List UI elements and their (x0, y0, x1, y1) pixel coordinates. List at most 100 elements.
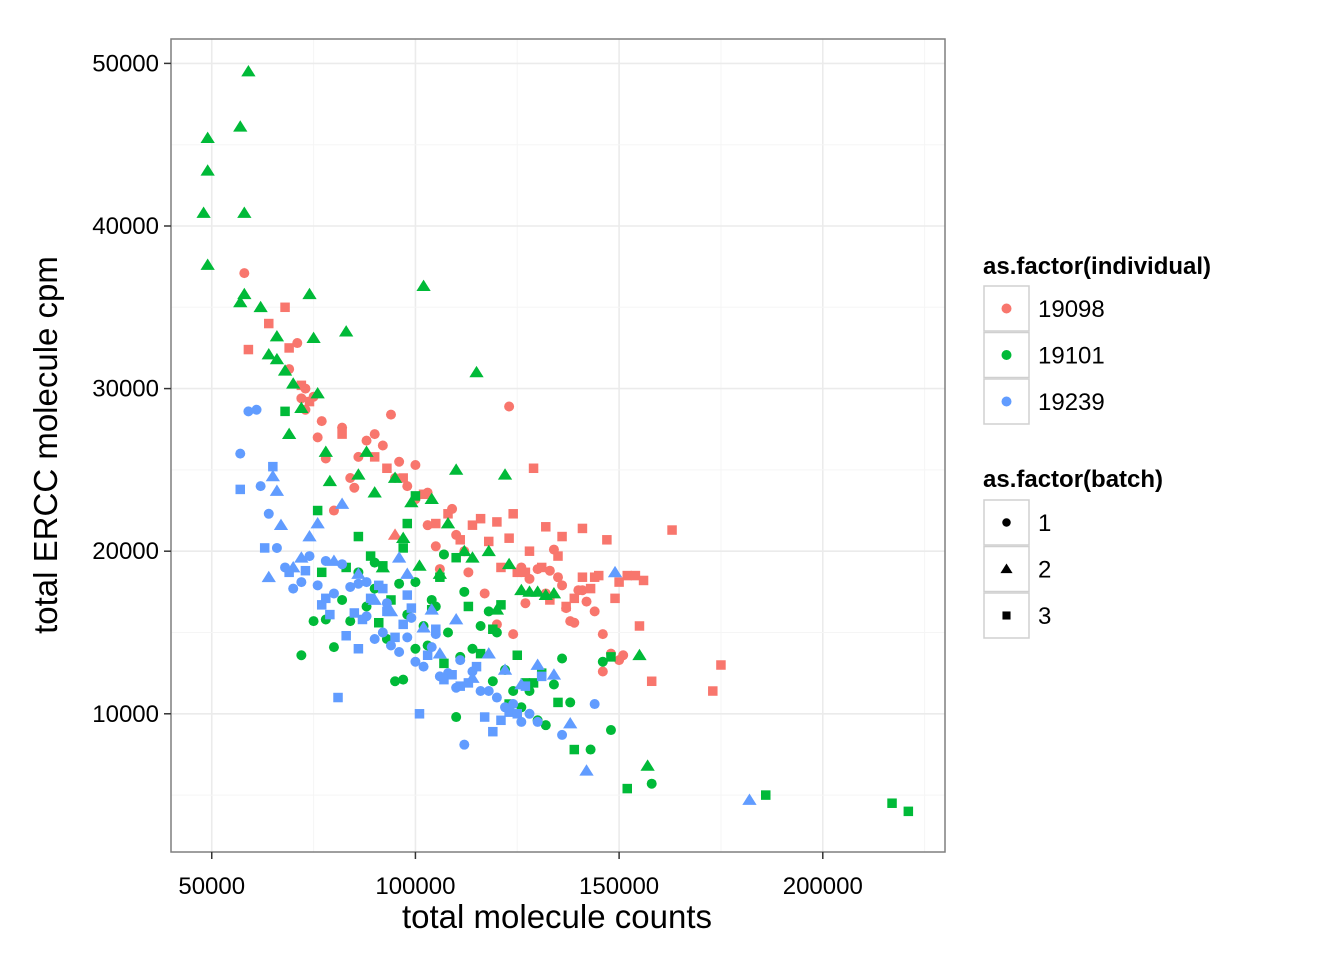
point-19239-batch3 (300, 565, 311, 576)
point-19098-batch3 (577, 572, 588, 582)
point-19101-batch3 (316, 567, 327, 578)
legend-color-swatch (1001, 350, 1012, 360)
point-19239-batch1 (337, 559, 348, 570)
legend-individual-label: 19098 (1038, 296, 1105, 323)
point-19101-batch2 (469, 365, 484, 378)
point-19239-batch3 (406, 603, 417, 613)
point-19101-batch1 (548, 679, 559, 690)
point-19101-batch3 (365, 551, 376, 561)
legend-key-box (983, 499, 1030, 546)
point-19101-batch2 (424, 492, 439, 505)
point-19239-batch2 (334, 497, 350, 509)
point-19239-batch1 (304, 551, 315, 562)
point-19239-batch3 (479, 712, 490, 722)
legend-batch-item: 1 (983, 499, 1051, 546)
point-19239-batch2 (579, 764, 594, 776)
data-points (196, 65, 914, 817)
point-19101-batch3 (496, 600, 506, 610)
point-19239-batch1 (459, 739, 470, 750)
point-19098-batch2 (387, 528, 403, 540)
point-19239-batch1 (288, 583, 299, 594)
point-19101-batch3 (463, 601, 474, 612)
point-19101-batch2 (306, 331, 321, 344)
point-19101-batch1 (296, 650, 307, 661)
grid (171, 39, 945, 852)
point-19239-batch2 (424, 603, 439, 615)
point-19101-batch3 (903, 806, 914, 817)
point-19101-batch1 (394, 578, 405, 589)
point-19101-batch2 (281, 427, 297, 439)
point-19098-batch1 (544, 565, 555, 576)
point-19101-batch3 (488, 624, 498, 634)
point-19098-batch3 (602, 535, 612, 545)
point-19239-batch3 (447, 670, 457, 680)
point-19098-batch3 (431, 518, 441, 529)
point-19239-batch2 (742, 793, 757, 805)
point-19098-batch3 (577, 523, 588, 534)
point-19239-batch1 (426, 642, 437, 653)
point-19239-batch3 (422, 650, 433, 661)
point-19101-batch2 (465, 551, 480, 563)
point-19239-batch2 (416, 621, 431, 633)
point-19098-batch3 (304, 396, 315, 407)
point-19098-batch3 (716, 660, 726, 670)
x-axis-title: total molecule counts (402, 898, 712, 935)
point-19101-batch1 (337, 594, 348, 605)
point-19239-batch1 (508, 699, 519, 710)
point-19239-batch1 (255, 481, 266, 492)
point-19098-batch1 (394, 456, 405, 467)
point-19101-batch1 (540, 720, 551, 731)
point-19101-batch1 (597, 656, 608, 667)
point-19239-batch3 (321, 593, 331, 604)
legend-shape-swatch (1002, 518, 1011, 527)
point-19101-batch2 (269, 352, 285, 365)
point-19101-batch2 (322, 474, 338, 487)
point-19239-batch2 (269, 484, 285, 496)
point-19239-batch2 (481, 647, 496, 659)
point-19101-batch3 (569, 744, 580, 755)
point-19239-batch3 (259, 543, 270, 553)
point-19101-batch3 (341, 562, 351, 573)
point-19098-batch1 (312, 432, 323, 443)
point-19239-batch1 (491, 692, 502, 703)
point-19098-batch3 (398, 473, 408, 483)
point-19101-batch2 (640, 759, 655, 771)
point-19101-batch3 (512, 650, 523, 661)
legend-shape-swatch (1002, 611, 1011, 620)
point-19098-batch3 (622, 570, 633, 581)
point-19101-batch3 (622, 783, 633, 794)
point-19101-batch2 (241, 65, 256, 77)
legend-color-swatch (1001, 303, 1012, 314)
point-19098-batch3 (296, 380, 307, 391)
point-19098-batch3 (610, 593, 620, 604)
legend-batch: as.factor(batch) 1 2 3 (983, 466, 1163, 639)
legend-batch-label: 1 (1038, 510, 1051, 537)
point-19101-batch2 (200, 131, 215, 144)
point-19239-batch1 (243, 406, 254, 417)
point-19239-batch3 (520, 681, 531, 691)
legend-batch-item: 3 (983, 592, 1051, 639)
y-tick-label: 50000 (92, 50, 159, 77)
y-tick-label: 30000 (92, 376, 159, 403)
point-19239-batch3 (357, 614, 368, 625)
point-19098-batch3 (280, 302, 290, 313)
point-19239-batch2 (546, 668, 562, 680)
point-19098-batch3 (443, 509, 453, 519)
point-19101-batch3 (312, 505, 323, 516)
point-19239-batch3 (398, 619, 408, 630)
point-19098-batch3 (593, 570, 604, 581)
point-19101-batch1 (487, 676, 498, 687)
point-19101-batch1 (565, 697, 576, 708)
point-19239-batch3 (390, 632, 400, 643)
point-19098-batch3 (614, 577, 624, 587)
point-19098-batch1 (577, 585, 588, 596)
point-19101-batch1 (443, 627, 454, 638)
point-19101-batch3 (553, 697, 563, 708)
point-19239-batch2 (302, 530, 317, 542)
point-19239-batch3 (333, 692, 343, 703)
legend-individual-item: 19098 (983, 285, 1105, 332)
legend-shape-swatch (1000, 563, 1013, 574)
point-19098-batch3 (708, 686, 718, 696)
point-19098-batch3 (369, 452, 380, 462)
point-19098-batch1 (589, 606, 600, 617)
